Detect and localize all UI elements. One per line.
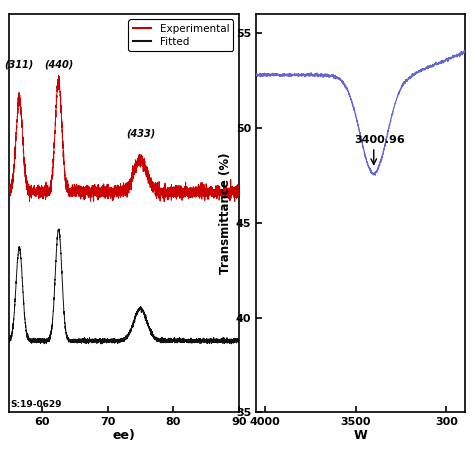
Text: (433): (433) — [126, 129, 155, 139]
X-axis label: W: W — [354, 428, 367, 442]
Text: (b): (b) — [210, 0, 237, 2]
Text: (311): (311) — [5, 60, 34, 70]
Text: (440): (440) — [44, 60, 73, 70]
X-axis label: ee): ee) — [113, 428, 136, 442]
Y-axis label: Transmittance (%): Transmittance (%) — [219, 153, 232, 274]
Legend: Experimental, Fitted: Experimental, Fitted — [128, 19, 234, 51]
Text: 3400.96: 3400.96 — [354, 135, 405, 145]
Text: S:19-0629: S:19-0629 — [11, 400, 62, 409]
